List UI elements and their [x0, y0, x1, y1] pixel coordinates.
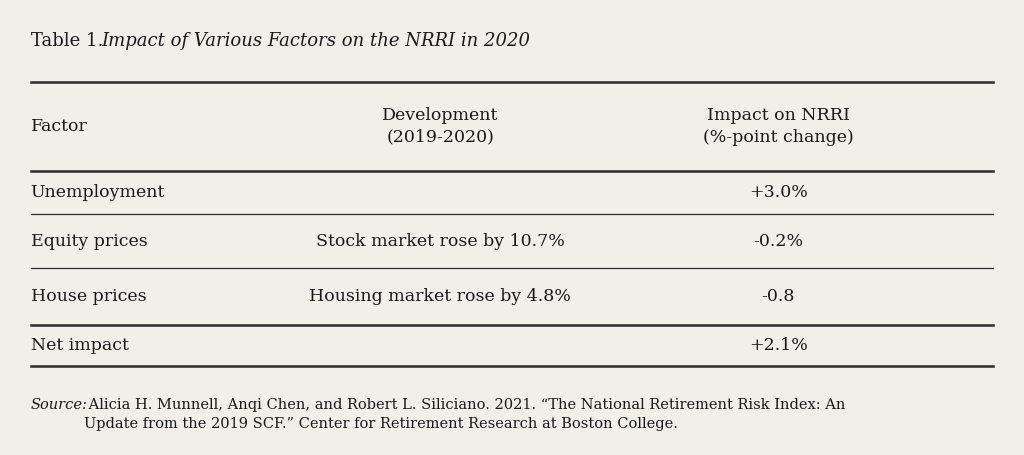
Text: Impact of Various Factors on the NRRI in 2020: Impact of Various Factors on the NRRI in… [101, 32, 530, 50]
Text: Development
(2019-2020): Development (2019-2020) [382, 107, 499, 146]
Text: Source:: Source: [31, 398, 88, 412]
Text: -0.2%: -0.2% [754, 233, 803, 250]
Text: Stock market rose by 10.7%: Stock market rose by 10.7% [315, 233, 565, 250]
Text: +2.1%: +2.1% [749, 337, 808, 354]
Text: -0.8: -0.8 [762, 288, 795, 305]
Text: Unemployment: Unemployment [31, 184, 165, 201]
Text: Alicia H. Munnell, Anqi Chen, and Robert L. Siliciano. 2021. “The National Retir: Alicia H. Munnell, Anqi Chen, and Robert… [84, 398, 846, 431]
Text: House prices: House prices [31, 288, 146, 305]
Text: Housing market rose by 4.8%: Housing market rose by 4.8% [309, 288, 571, 305]
Text: Net impact: Net impact [31, 337, 129, 354]
Text: Table 1.: Table 1. [31, 32, 109, 50]
Text: Impact on NRRI
(%-point change): Impact on NRRI (%-point change) [702, 107, 854, 146]
Text: Equity prices: Equity prices [31, 233, 147, 250]
Text: Factor: Factor [31, 118, 88, 135]
Text: +3.0%: +3.0% [749, 184, 808, 201]
